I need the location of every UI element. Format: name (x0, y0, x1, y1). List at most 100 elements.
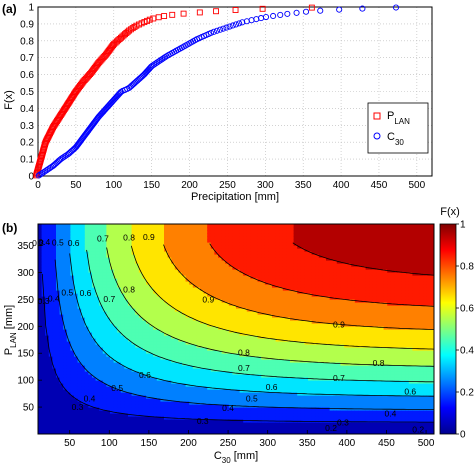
contour-cell (174, 302, 179, 306)
contour-cell (239, 269, 244, 273)
contour-cell (264, 359, 269, 363)
contour-cell (264, 389, 269, 393)
contour-cell (84, 308, 89, 312)
contour-cell (221, 314, 226, 318)
contour-cell (95, 248, 100, 252)
contour-cell (171, 386, 176, 390)
contour-cell (56, 341, 61, 345)
contour-cell (178, 413, 183, 417)
contour-cell (142, 302, 147, 306)
contour-cell (160, 380, 165, 384)
contour-cell (225, 383, 230, 387)
contour-cell (174, 398, 179, 402)
contour-cell (77, 275, 82, 279)
contour-cell (92, 395, 97, 399)
contour-cell (254, 374, 259, 378)
contour-cell (246, 431, 251, 434)
contour-cell (48, 359, 53, 363)
contour-cell (92, 230, 97, 234)
contour-cell (117, 389, 122, 393)
contour-cell (160, 254, 165, 258)
contour-cell (250, 380, 255, 384)
contour-cell (171, 371, 176, 375)
contour-cell (110, 413, 115, 417)
contour-cell (160, 425, 165, 429)
contour-cell (160, 353, 165, 357)
contour-cell (66, 368, 71, 372)
contour-cell (214, 272, 219, 276)
contour-cell (99, 332, 104, 336)
contour-cell (196, 275, 201, 279)
contour-cell (92, 281, 97, 285)
contour-cell (41, 371, 46, 375)
contour-cell (214, 407, 219, 411)
contour-cell (171, 425, 176, 429)
contour-cell (128, 398, 133, 402)
contour-cell (153, 386, 158, 390)
contour-cell (250, 257, 255, 261)
contour-cell (254, 410, 259, 414)
contour-cell (52, 245, 57, 249)
contour-cell (149, 290, 154, 294)
contour-cell (77, 269, 82, 273)
contour-cell (174, 329, 179, 333)
contour-cell (106, 398, 111, 402)
contour-cell (138, 317, 143, 321)
contour-cell (88, 308, 93, 312)
contour-cell (124, 278, 129, 282)
contour-cell (250, 329, 255, 333)
contour-cell (102, 257, 107, 261)
contour-cell (52, 395, 57, 399)
contour-cell (203, 425, 208, 429)
contour-cell (128, 263, 133, 267)
contour-cell (182, 425, 187, 429)
contour-cell (189, 428, 194, 432)
contour-cell (174, 410, 179, 414)
contour-cell (84, 302, 89, 306)
contour-cell (264, 224, 269, 228)
contour-cell (275, 431, 280, 434)
contour-cell (257, 431, 262, 434)
contour-cell (221, 311, 226, 315)
contour-cell (196, 383, 201, 387)
contour-cell (192, 344, 197, 348)
contour-cell (225, 290, 230, 294)
contour-cell (149, 233, 154, 237)
contour-cell (110, 383, 115, 387)
contour-cell (236, 254, 241, 258)
contour-cell (264, 293, 269, 297)
contour-cell (41, 266, 46, 270)
contour-cell (218, 344, 223, 348)
contour-cell (92, 416, 97, 420)
contour-cell (70, 281, 75, 285)
contour-cell (203, 284, 208, 288)
contour-cell (149, 347, 154, 351)
contour-cell (178, 242, 183, 246)
contour-cell (110, 428, 115, 432)
contour-cell (185, 293, 190, 297)
contour-cell (221, 386, 226, 390)
contour-cell (214, 413, 219, 417)
contour-cell (153, 383, 158, 387)
contour-cell (95, 239, 100, 243)
contour-cell (272, 269, 277, 273)
contour-cell (153, 284, 158, 288)
contour-cell (131, 266, 136, 270)
contour-cell (149, 278, 154, 282)
contour-cell (41, 317, 46, 321)
contour-cell (131, 350, 136, 354)
contour-cell (192, 272, 197, 276)
contour-cell (92, 260, 97, 264)
contour-cell (214, 314, 219, 318)
contour-cell (160, 275, 165, 279)
contour-cell (146, 389, 151, 393)
contour-cell (84, 392, 89, 396)
contour-cell (84, 266, 89, 270)
contour-cell (196, 332, 201, 336)
contour-cell (138, 389, 143, 393)
contour-cell (160, 332, 165, 336)
contour-cell (102, 266, 107, 270)
contour-cell (257, 428, 262, 432)
contour-cell (189, 257, 194, 261)
contour-cell (110, 323, 115, 327)
